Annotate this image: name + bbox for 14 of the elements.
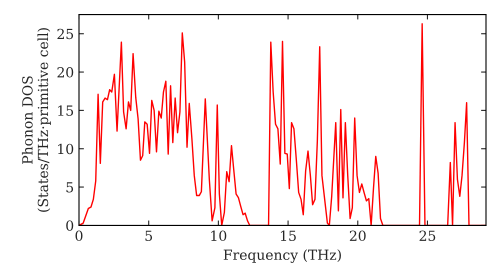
x-tick-label: 25 [420,230,436,242]
y-axis-title: Phonon DOS (States/THz·primitive cell) [22,28,51,212]
y-tick-label: 5 [66,182,74,193]
x-axis-title: Frequency (THz) [224,249,341,263]
y-tick-label: 15 [58,105,74,116]
x-tick-label: 15 [280,230,296,242]
y-tick-label: 10 [58,144,74,154]
x-tick-label: 10 [211,230,226,242]
y-tick-label: 25 [57,28,74,40]
x-tick-label: 0 [75,230,82,242]
y-tick-label: 0 [66,220,74,231]
y-tick-label: 20 [57,67,74,78]
x-tick-label: 5 [145,230,152,242]
x-tick-label: 20 [350,230,366,242]
